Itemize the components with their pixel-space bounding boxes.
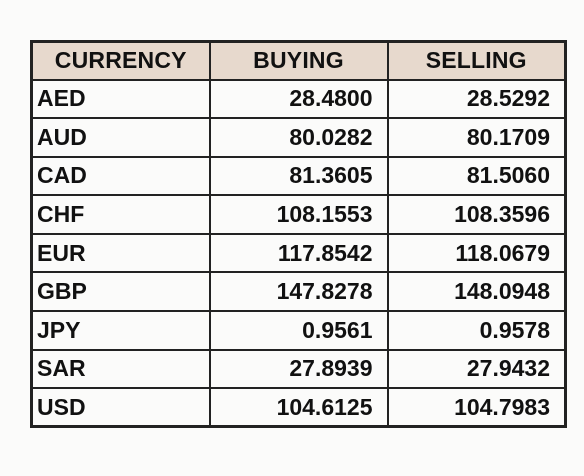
currency-code: EUR [30,232,211,274]
buying-rate: 27.8939 [208,348,389,390]
selling-rate: 148.0948 [386,271,567,313]
selling-rate: 118.0679 [386,232,567,274]
table-row: GBP 147.8278 148.0948 [30,271,567,313]
table-body: AED 28.4800 28.5292 AUD 80.0282 80.1709 … [30,78,567,428]
column-header-selling: SELLING [386,40,567,81]
table-row: CAD 81.3605 81.5060 [30,155,567,197]
currency-code: SAR [30,348,211,390]
header-row: CURRENCY BUYING SELLING [30,40,567,81]
table-row: USD 104.6125 104.7983 [30,387,567,428]
table-row: EUR 117.8542 118.0679 [30,232,567,274]
column-header-currency: CURRENCY [30,40,211,81]
buying-rate: 0.9561 [208,310,389,351]
buying-rate: 117.8542 [208,232,389,274]
currency-code: CHF [30,194,211,235]
selling-rate: 104.7983 [386,387,567,428]
buying-rate: 80.0282 [208,117,389,158]
table-row: SAR 27.8939 27.9432 [30,348,567,390]
currency-code: JPY [30,310,211,351]
column-header-buying: BUYING [208,40,389,81]
table-row: JPY 0.9561 0.9578 [30,310,567,351]
currency-code: CAD [30,155,211,197]
buying-rate: 81.3605 [208,155,389,197]
currency-code: AED [30,78,211,120]
selling-rate: 28.5292 [386,78,567,120]
selling-rate: 108.3596 [386,194,567,235]
selling-rate: 81.5060 [386,155,567,197]
currency-code: AUD [30,117,211,158]
currency-code: USD [30,387,211,428]
buying-rate: 147.8278 [208,271,389,313]
table-row: CHF 108.1553 108.3596 [30,194,567,235]
buying-rate: 108.1553 [208,194,389,235]
exchange-rate-table: CURRENCY BUYING SELLING AED 28.4800 28.5… [30,40,567,429]
selling-rate: 0.9578 [386,310,567,351]
buying-rate: 28.4800 [208,78,389,120]
selling-rate: 27.9432 [386,348,567,390]
selling-rate: 80.1709 [386,117,567,158]
table-row: AED 28.4800 28.5292 [30,78,567,120]
table-header: CURRENCY BUYING SELLING [30,40,567,81]
currency-code: GBP [30,271,211,313]
buying-rate: 104.6125 [208,387,389,428]
table-row: AUD 80.0282 80.1709 [30,117,567,158]
